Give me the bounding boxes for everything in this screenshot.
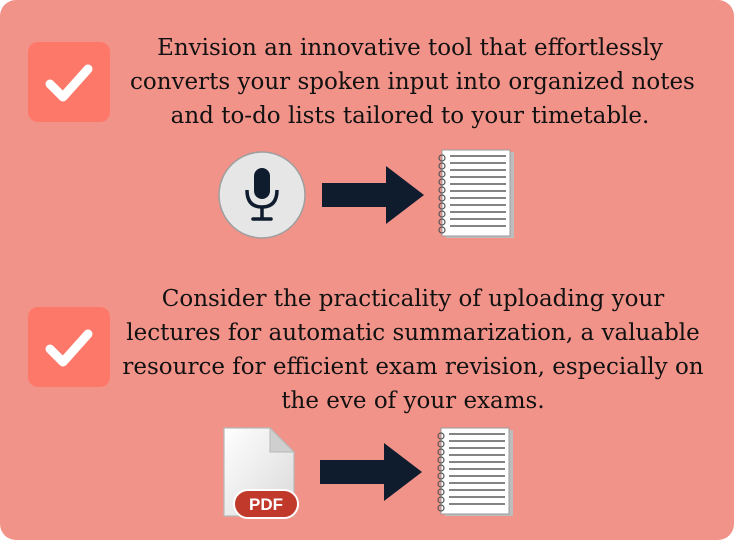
item1-line: and to-do lists tailored to your timetab… bbox=[170, 103, 650, 129]
pdf-label: PDF bbox=[249, 495, 283, 514]
item2-description: Consider the practicality of uploading y… bbox=[120, 282, 706, 418]
item2-line: Consider the practicality of uploading y… bbox=[161, 286, 665, 312]
checkbox-checked-icon bbox=[28, 42, 110, 122]
pdf-file-icon: PDF bbox=[223, 426, 299, 519]
checkbox-checked-icon bbox=[28, 307, 110, 387]
item1-description: Envision an innovative tool that effortl… bbox=[130, 31, 695, 133]
item2-line: the eve of your exams. bbox=[281, 388, 545, 414]
right-arrow-icon bbox=[322, 166, 424, 224]
item1-line: Envision an innovative tool that effortl… bbox=[157, 35, 663, 61]
notepad-icon bbox=[438, 149, 514, 238]
microphone-icon bbox=[218, 151, 306, 239]
notepad-icon bbox=[437, 427, 513, 516]
item1-line: converts your spoken input into organize… bbox=[130, 69, 695, 95]
right-arrow-icon bbox=[320, 443, 422, 501]
item2-line: lectures for automatic summarization, a … bbox=[126, 320, 700, 346]
item2-line: resource for efficient exam revision, es… bbox=[122, 354, 704, 380]
